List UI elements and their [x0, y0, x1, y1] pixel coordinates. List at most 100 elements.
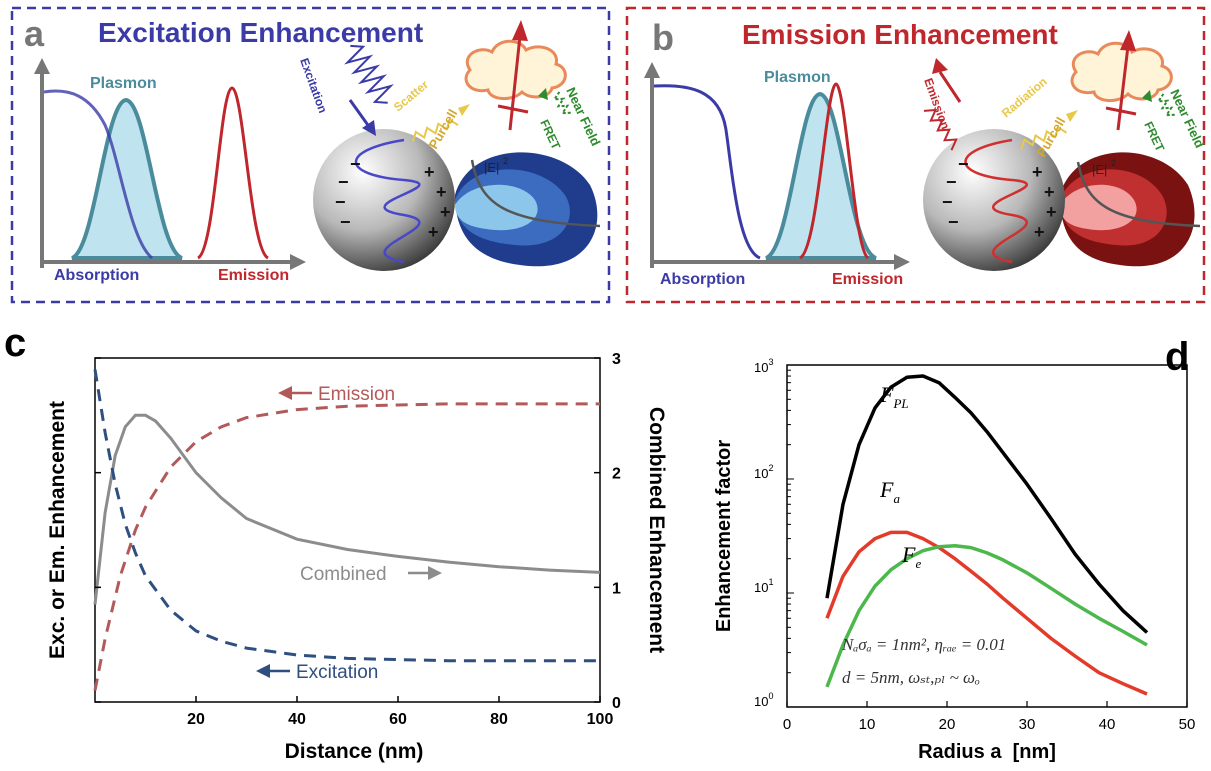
panel-c-annotation-combined: Combined — [300, 564, 442, 585]
panel-c-y2-ticks: 0 1 2 3 — [95, 351, 621, 712]
panel-b-charges: −−−− ++++ — [942, 154, 1057, 242]
panel-a-emission-label: Emission — [218, 267, 289, 284]
panel-c: c 20 40 60 80 100 0 1 2 3 Distance (nm) Exc. or… — [4, 321, 668, 763]
panel-c-xtick-label: 60 — [389, 711, 407, 728]
panel-b-absorption-curve — [653, 84, 761, 260]
panel-c-plot-frame — [94, 357, 601, 703]
panel-a-excitation-label: Excitation — [297, 56, 330, 115]
panel-a-spectrum: Plasmon Absorption Emission — [34, 58, 306, 284]
panel-a-charges: −−−− ++++ — [335, 154, 451, 242]
panel-c-letter: c — [4, 321, 26, 365]
panel-d-letter: d — [1165, 335, 1189, 379]
panel-b-emission-arrow: Emission — [921, 58, 962, 151]
panel-c-series-emission — [93, 402, 600, 691]
panel-b-fret-label: FRET — [1141, 119, 1167, 154]
panel-b-frame — [625, 6, 1206, 304]
panel-d-xtick-label: 30 — [1019, 716, 1036, 733]
panel-a-near-field: |E| 2 — [455, 152, 601, 267]
svg-text:+: + — [1044, 182, 1055, 202]
svg-text:−: − — [948, 212, 959, 232]
panel-d-ytick-0: 100 — [754, 691, 773, 709]
panel-a-shell-inner — [455, 184, 538, 231]
panel-a-purcell-arrowhead-icon — [458, 104, 470, 116]
panel-a-purcell-label: Purcell — [426, 106, 461, 151]
panel-c-xtick-label: 80 — [490, 711, 508, 728]
panel-a-wave-in-sphere — [355, 138, 421, 264]
panel-d-series-F_e — [825, 543, 1148, 688]
panel-b-field-exp: 2 — [1111, 158, 1116, 168]
panel-a-fret-label: FRET — [537, 117, 563, 152]
panel-d-label-fe: Fe — [901, 542, 921, 571]
panel-c-emission-arrowhead-icon — [278, 386, 292, 400]
panel-d-series-F_PL — [825, 374, 1149, 634]
panel-a-near-field-label: Near Field — [563, 85, 603, 148]
panel-b-field-label: |E| — [1092, 162, 1107, 177]
panel-d-x-ticks: 0 10 20 30 40 50 — [783, 369, 1196, 733]
panel-b-molecule-cloud-icon — [1070, 30, 1173, 131]
panel-c-xtick-label: 100 — [587, 711, 614, 728]
panel-b: b Emission Enhancement Plasmon Absorptio… — [625, 6, 1207, 304]
panel-b-emission-arrowhead-icon — [932, 58, 948, 74]
svg-text:+: + — [428, 222, 439, 242]
panel-c-y2tick-label: 2 — [612, 466, 621, 483]
panel-c-y2tick-label: 0 — [612, 695, 621, 712]
panel-a-letter: a — [24, 13, 45, 54]
panel-b-y-arrow-icon — [644, 62, 660, 78]
panel-a-scatter-label: Scatter — [391, 77, 431, 114]
svg-text:−: − — [958, 154, 969, 174]
panel-b-dipole-arrowhead-icon — [1120, 30, 1136, 51]
panel-c-series-combined — [93, 413, 601, 605]
panel-a-frame — [10, 6, 611, 304]
panel-c-combined-annotation: Combined — [300, 564, 387, 585]
panel-b-absorption-label: Absorption — [660, 271, 745, 288]
panel-b-plasmon-label: Plasmon — [764, 69, 831, 86]
panel-a: a Excitation Enhancement Plasmon Absorpt… — [10, 6, 611, 304]
svg-text:−: − — [340, 212, 351, 232]
panel-a-emission-curve — [196, 86, 270, 260]
svg-text:−: − — [946, 172, 957, 192]
panel-d-xtick-label: 10 — [859, 716, 876, 733]
panel-d-xtick-label: 50 — [1179, 716, 1196, 733]
svg-text:+: + — [424, 162, 435, 182]
panel-d-ytick-1: 101 — [754, 577, 773, 595]
panel-a-field-exp: 2 — [503, 156, 508, 166]
panel-a-decay-curve — [470, 159, 601, 228]
panel-d-xtick-label: 0 — [783, 716, 791, 733]
panel-b-purcell-arrowhead-icon — [1066, 110, 1078, 122]
svg-text:+: + — [436, 182, 447, 202]
panel-c-xtick-label: 20 — [187, 711, 205, 728]
panel-a-near-field-arrowhead-icon — [538, 88, 548, 100]
panel-c-x-ticks: 20 40 60 80 100 — [187, 696, 613, 728]
panel-b-nanoparticle: −−−− ++++ — [923, 129, 1065, 271]
svg-text:+: + — [440, 202, 451, 222]
panel-b-near-field: |E| 2 — [1060, 152, 1201, 267]
panel-d-series-F_a — [825, 530, 1148, 696]
panel-b-x-arrow-icon — [894, 254, 910, 270]
panel-c-excitation-arrowhead-icon — [256, 664, 270, 678]
panel-a-plasmon-label: Plasmon — [90, 75, 157, 92]
panel-b-sphere — [923, 129, 1065, 271]
svg-text:+: + — [1046, 202, 1057, 222]
panel-b-emission-label: Emission — [832, 271, 903, 288]
panel-c-annotation-excitation: Excitation — [256, 662, 378, 683]
panel-b-wave-in-sphere — [964, 138, 1028, 264]
panel-d-y-ticks: 100 101 102 103 — [754, 357, 773, 709]
panel-a-dipole-arrowhead-icon — [512, 20, 528, 41]
panel-d-ytick-3: 103 — [754, 357, 773, 375]
panel-b-emission-curve — [798, 82, 870, 260]
panel-c-annotation-emission: Emission — [278, 384, 395, 405]
panel-c-excitation-annotation: Excitation — [296, 662, 378, 683]
panel-a-excitation-arrow: Excitation — [297, 44, 394, 136]
panel-a-sphere — [313, 129, 455, 271]
panel-d: d 0 10 20 30 40 50 100 101 102 103 Radius a [… — [713, 335, 1195, 763]
panel-b-near-field-arrowhead-icon — [1142, 90, 1152, 102]
panel-c-series — [93, 369, 601, 691]
panel-a-nanoparticle: −−−− ++++ — [313, 129, 455, 271]
panel-c-y2tick-label: 3 — [612, 351, 621, 368]
panel-d-label-fa: Fa — [879, 477, 900, 506]
panel-a-x-arrow-icon — [290, 254, 306, 270]
panel-d-plot-frame — [786, 364, 1188, 708]
panel-a-excitation-arrowhead-icon — [362, 120, 376, 136]
svg-text:−: − — [350, 154, 361, 174]
